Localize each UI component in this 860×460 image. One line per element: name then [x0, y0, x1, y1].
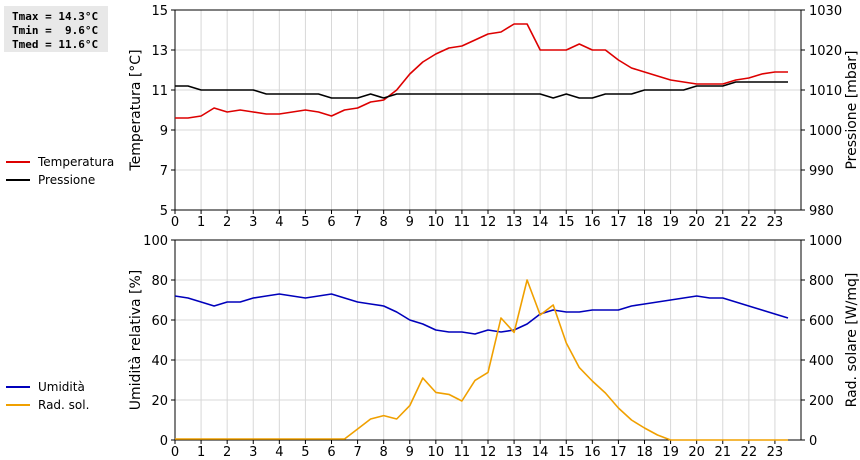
tmax-text: Tmax = 14.3°C: [12, 10, 99, 23]
bottom-right-tick-label: 600: [809, 314, 834, 329]
tmed-text: Tmed = 11.6°C: [12, 38, 99, 51]
top-x-tick-label: 8: [380, 215, 388, 230]
bottom-x-tick-label: 12: [480, 445, 497, 460]
top-x-tick-label: 12: [480, 215, 497, 230]
bottom-x-tick-label: 13: [506, 445, 523, 460]
bottom-x-tick-label: 15: [558, 445, 575, 460]
bottom-x-tick-label: 6: [327, 445, 335, 460]
top-x-tick-label: 6: [327, 215, 335, 230]
bottom-left-tick-label: 80: [151, 274, 168, 289]
top-x-tick-label: 2: [223, 215, 231, 230]
bottom-left-tick-label: 0: [160, 434, 168, 449]
bottom-x-tick-label: 8: [380, 445, 388, 460]
tmin-text: Tmin = 9.6°C: [12, 24, 99, 37]
top-legend-label: Temperatura: [37, 155, 114, 169]
bottom-right-tick-label: 1000: [809, 234, 842, 249]
top-x-tick-label: 22: [741, 215, 758, 230]
bottom-x-tick-label: 11: [454, 445, 471, 460]
bottom-x-tick-label: 18: [636, 445, 653, 460]
bottom-x-tick-label: 14: [532, 445, 549, 460]
bottom-x-tick-label: 20: [688, 445, 705, 460]
bottom-series-a-line: [174, 293, 789, 335]
top-legend-label: Pressione: [38, 173, 95, 187]
top-right-tick-label: 980: [809, 204, 834, 219]
bottom-x-tick-label: 2: [223, 445, 231, 460]
top-x-tick-label: 18: [636, 215, 653, 230]
bottom-left-tick-label: 40: [151, 354, 168, 369]
bottom-x-tick-label: 4: [275, 445, 283, 460]
top-series-b-line: [175, 81, 788, 99]
top-x-tick-label: 21: [714, 215, 731, 230]
top-right-tick-label: 1020: [809, 44, 842, 59]
bottom-x-tick-label: 3: [249, 445, 257, 460]
top-x-tick-label: 10: [428, 215, 445, 230]
bottom-x-tick-label: 17: [610, 445, 627, 460]
top-x-tick-label: 13: [506, 215, 523, 230]
top-x-tick-label: 1: [197, 215, 205, 230]
top-right-tick-label: 990: [809, 164, 834, 179]
top-x-tick-label: 3: [249, 215, 257, 230]
bottom-x-tick-label: 23: [767, 445, 784, 460]
top-left-tick-label: 11: [151, 84, 168, 99]
bottom-legend-label: Rad. sol.: [38, 398, 89, 412]
bottom-right-axis-label: Rad. solare [W/mq]: [844, 273, 860, 408]
bottom-x-tick-label: 16: [584, 445, 601, 460]
bottom-legend-label: Umidità: [38, 380, 85, 394]
top-x-tick-label: 5: [301, 215, 309, 230]
top-x-tick-label: 19: [662, 215, 679, 230]
top-right-tick-label: 1030: [809, 4, 842, 19]
bottom-right-tick-label: 200: [809, 394, 834, 409]
bottom-x-tick-label: 9: [406, 445, 414, 460]
bottom-right-tick-label: 800: [809, 274, 834, 289]
bottom-left-tick-label: 100: [143, 234, 168, 249]
bottom-right-tick-label: 0: [809, 434, 817, 449]
top-x-tick-label: 23: [767, 215, 784, 230]
bottom-x-tick-label: 21: [714, 445, 731, 460]
top-left-tick-label: 7: [160, 164, 168, 179]
temperature-stats-box: Tmax = 14.3°C Tmin = 9.6°C Tmed = 11.6°C: [4, 6, 108, 52]
bottom-left-tick-label: 60: [151, 314, 168, 329]
bottom-x-tick-label: 5: [301, 445, 309, 460]
top-x-tick-label: 7: [353, 215, 361, 230]
bottom-x-tick-label: 0: [171, 445, 179, 460]
bottom-x-tick-label: 1: [197, 445, 205, 460]
top-x-tick-label: 0: [171, 215, 179, 230]
bottom-x-tick-label: 7: [353, 445, 361, 460]
bottom-right-tick-label: 400: [809, 354, 834, 369]
bottom-x-tick-label: 10: [428, 445, 445, 460]
top-left-axis-label: Temperatura [°C]: [128, 49, 144, 171]
top-right-tick-label: 1010: [809, 84, 842, 99]
bottom-left-axis-label: Umidità relativa [%]: [128, 270, 144, 411]
bottom-left-tick-label: 20: [151, 394, 168, 409]
top-x-tick-label: 11: [454, 215, 471, 230]
top-x-tick-label: 17: [610, 215, 627, 230]
bottom-x-tick-label: 19: [662, 445, 679, 460]
top-x-tick-label: 20: [688, 215, 705, 230]
top-x-tick-label: 14: [532, 215, 549, 230]
top-left-tick-label: 15: [151, 4, 168, 19]
top-x-tick-label: 15: [558, 215, 575, 230]
top-x-tick-label: 16: [584, 215, 601, 230]
top-x-tick-label: 4: [275, 215, 283, 230]
top-left-tick-label: 9: [160, 124, 168, 139]
top-right-axis-label: Pressione [mbar]: [844, 50, 860, 169]
bottom-series-b-line: [175, 279, 788, 441]
top-right-tick-label: 1000: [809, 124, 842, 139]
bottom-x-tick-label: 22: [741, 445, 758, 460]
top-x-tick-label: 9: [406, 215, 414, 230]
top-left-tick-label: 5: [160, 204, 168, 219]
top-series-a-line: [175, 23, 788, 119]
top-left-tick-label: 13: [151, 44, 168, 59]
